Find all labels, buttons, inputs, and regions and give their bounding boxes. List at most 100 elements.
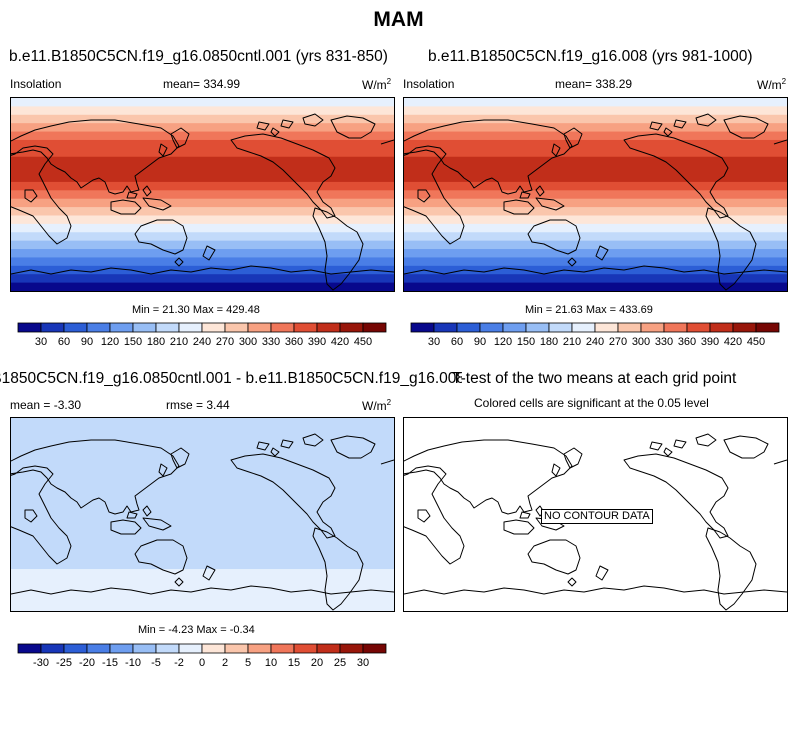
- panel-a-variable-label: Insolation: [10, 77, 62, 91]
- coastline-9: [527, 219, 581, 255]
- colorbar-swatch-9: [224, 643, 249, 654]
- coastline-19: [773, 459, 787, 465]
- coastline-12: [230, 453, 336, 539]
- colorbar-label-9: 5: [245, 657, 251, 669]
- field-band-17: [11, 240, 394, 250]
- field-band-22: [11, 602, 394, 611]
- panel-c-units: W/m2: [362, 398, 392, 413]
- coastline-4: [551, 463, 561, 477]
- panel-c-minmax: Min = -4.23 Max = -0.34: [138, 624, 255, 636]
- coastline-3: [170, 447, 190, 469]
- field-band-7: [404, 156, 787, 166]
- field-band-20: [11, 585, 394, 595]
- field-band-16: [11, 552, 394, 562]
- colorbar-swatch-14: [339, 322, 364, 333]
- coastline-2: [11, 439, 180, 515]
- panel-a-units: W/m2: [362, 77, 392, 92]
- field-band-10: [11, 181, 394, 191]
- field-band-9: [11, 173, 394, 183]
- field-band-17: [404, 240, 787, 250]
- coastline-14: [723, 435, 769, 459]
- coastline-8: [142, 185, 152, 197]
- colorbar-label-3: 120: [494, 336, 512, 348]
- colorbar-swatch-11: [270, 643, 295, 654]
- coastline-15: [695, 433, 717, 447]
- field-band-19: [11, 577, 394, 587]
- colorbar-label-2: 90: [81, 336, 93, 348]
- colorbar-label-7: 240: [193, 336, 211, 348]
- field-band-18: [11, 249, 394, 259]
- colorbar-swatch-8: [594, 322, 619, 333]
- coastline-12: [623, 133, 729, 219]
- colorbar-label-0: 30: [428, 336, 440, 348]
- field-band-14: [11, 535, 394, 545]
- panel-b-colorbar-canvas: 30 60 90 120 150 180 210 240 270 300 330 360 390 420 4…: [410, 322, 780, 348]
- field-band-2: [11, 114, 394, 124]
- coastline-2: [11, 119, 180, 195]
- colorbar-swatch-13: [316, 322, 341, 333]
- colorbar-label-6: 210: [170, 336, 188, 348]
- field-band-17: [11, 560, 394, 570]
- colorbar-swatch-2: [63, 322, 88, 333]
- field-band-22: [404, 282, 787, 291]
- coastline-19: [380, 459, 394, 465]
- field-band-6: [11, 468, 394, 478]
- field-band-0: [404, 98, 787, 107]
- colorbar-label-13: 420: [331, 336, 349, 348]
- coastline-6: [142, 517, 172, 531]
- field-band-22: [11, 282, 394, 291]
- colorbar-label-14: 450: [354, 336, 372, 348]
- field-band-8: [11, 485, 394, 495]
- panel-c-title-clip: b.e11.B1850C5CN.f19_g16.0850cntl.001 - b…: [0, 370, 462, 390]
- panel-c-title: b.e11.B1850C5CN.f19_g16.0850cntl.001 - b…: [0, 370, 462, 387]
- colorbar-swatch-1: [40, 322, 65, 333]
- panel-d-title: T-test of the two means at each grid poi…: [452, 370, 737, 387]
- colorbar-swatch-15: [362, 322, 387, 333]
- panel-a-colorbar-canvas: 30 60 90 120 150 180 210 240 270 300 330 360 390 420 4…: [17, 322, 387, 348]
- field-band-1: [11, 426, 394, 436]
- colorbar-label-12: 390: [308, 336, 326, 348]
- panel-a-colorbar: 30 60 90 120 150 180 210 240 270 300 330 360 390 420 4…: [17, 322, 388, 351]
- colorbar-label-9: 300: [632, 336, 650, 348]
- coastline-15: [302, 113, 324, 127]
- panel-c-rmse: rmse = 3.44: [166, 398, 230, 412]
- colorbar-label-10: 330: [262, 336, 280, 348]
- coastline-13: [705, 207, 757, 291]
- coastline-1: [417, 189, 431, 203]
- field-band-9: [11, 493, 394, 503]
- field-band-8: [11, 165, 394, 175]
- field-band-18: [11, 569, 394, 579]
- colorbar-label-13: 420: [724, 336, 742, 348]
- coastline-10: [567, 577, 577, 587]
- colorbar-swatch-11: [270, 322, 295, 333]
- colorbar-label-0: -30: [33, 657, 49, 669]
- colorbar-swatch-5: [525, 322, 550, 333]
- coastline-11: [202, 245, 216, 261]
- field-band-21: [11, 274, 394, 284]
- field-band-12: [404, 198, 787, 208]
- coastline-9: [527, 539, 581, 575]
- colorbar-swatch-7: [571, 322, 596, 333]
- colorbar-label-5: 180: [147, 336, 165, 348]
- coastline-16: [280, 439, 294, 449]
- colorbar-label-8: 270: [216, 336, 234, 348]
- coastline-15: [302, 433, 324, 447]
- panel-b-title: b.e11.B1850C5CN.f19_g16.008 (yrs 981-100…: [428, 48, 753, 65]
- field-band-11: [11, 510, 394, 520]
- colorbar-swatch-2: [456, 322, 481, 333]
- field-band-7: [11, 156, 394, 166]
- coastline-2: [404, 119, 573, 195]
- colorbar-label-7: 240: [586, 336, 604, 348]
- coastline-1: [417, 509, 431, 523]
- coastline-4: [158, 143, 168, 157]
- coastline-5: [503, 519, 535, 535]
- coastline-4: [158, 463, 168, 477]
- field-band-0: [11, 418, 394, 427]
- coastline-8: [142, 505, 152, 517]
- colorbar-swatch-15: [362, 643, 387, 654]
- coastline-19: [380, 139, 394, 145]
- field-band-2: [404, 114, 787, 124]
- colorbar-swatch-10: [247, 322, 272, 333]
- panel-d-map-canvas: [404, 433, 787, 611]
- coastline-11: [595, 565, 609, 581]
